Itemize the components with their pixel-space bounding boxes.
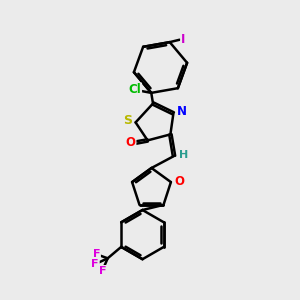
Text: S: S bbox=[123, 114, 132, 128]
Text: Cl: Cl bbox=[128, 83, 141, 96]
Text: I: I bbox=[181, 33, 185, 46]
Text: N: N bbox=[177, 105, 187, 119]
Text: F: F bbox=[92, 249, 100, 259]
Text: F: F bbox=[98, 266, 106, 276]
Text: O: O bbox=[174, 175, 184, 188]
Text: H: H bbox=[179, 150, 188, 161]
Text: F: F bbox=[91, 259, 99, 269]
Text: O: O bbox=[125, 136, 136, 149]
